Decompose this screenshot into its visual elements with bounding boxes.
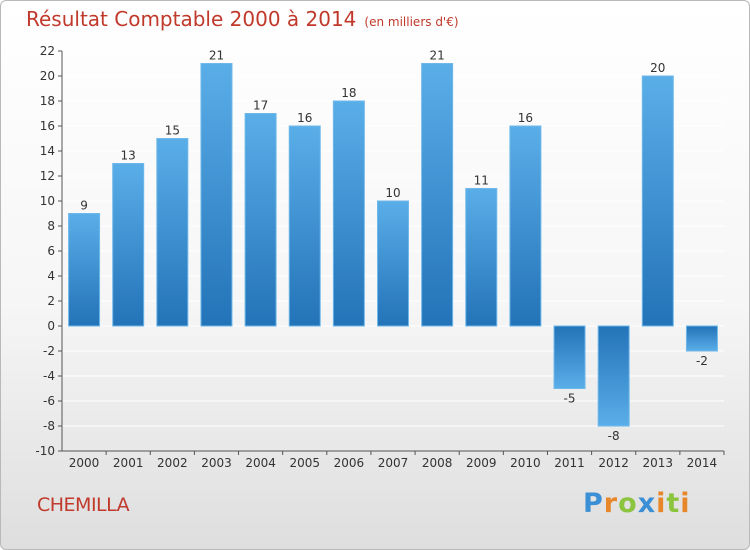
data-label: -8: [608, 429, 620, 443]
x-tick-label: 2011: [554, 456, 585, 470]
bar: [377, 200, 409, 327]
bar: [200, 63, 233, 327]
y-tick-label: 14: [40, 144, 55, 158]
bar: [641, 75, 674, 327]
y-tick-label: 6: [47, 244, 55, 258]
data-label: 9: [80, 199, 88, 213]
x-tick-label: 2002: [157, 456, 188, 470]
bar: [112, 163, 145, 327]
data-label: -5: [564, 392, 576, 406]
y-tick-label: 18: [40, 94, 55, 108]
x-tick-label: 2009: [466, 456, 497, 470]
x-tick-label: 2007: [378, 456, 409, 470]
y-tick-label: 16: [40, 119, 55, 133]
chart-title-block: Résultat Comptable 2000 à 2014 (en millie…: [26, 7, 459, 31]
y-tick-label: 22: [40, 44, 55, 58]
x-tick-label: 2010: [510, 456, 541, 470]
x-tick-label: 2003: [201, 456, 232, 470]
logo-letter: i: [656, 488, 667, 519]
logo-letter: i: [680, 488, 691, 519]
logo-letter: x: [637, 488, 657, 519]
y-tick-label: 10: [40, 194, 55, 208]
x-tick-label: 2012: [598, 456, 629, 470]
x-tick-label: 2014: [687, 456, 718, 470]
city-name: CHEMILLA: [37, 494, 130, 516]
y-tick-label: -8: [43, 419, 55, 433]
x-tick-label: 2004: [245, 456, 276, 470]
bar: [597, 325, 630, 427]
y-tick-label: -10: [35, 444, 55, 458]
x-tick-label: 2001: [113, 456, 144, 470]
y-tick-label: -6: [43, 394, 55, 408]
x-tick-label: 2006: [334, 456, 365, 470]
data-label: 21: [429, 49, 444, 63]
logo-letter: o: [618, 488, 638, 519]
y-tick-label: -4: [43, 369, 55, 383]
data-label: 16: [518, 111, 533, 125]
bar: [465, 188, 498, 327]
bar: [68, 213, 101, 327]
proxiti-logo: Proxiti: [583, 488, 691, 519]
data-label: 11: [474, 174, 489, 188]
y-tick-label: 0: [47, 319, 55, 333]
data-label: 16: [297, 111, 312, 125]
data-label: 10: [385, 186, 400, 200]
bar: [244, 113, 277, 327]
y-tick-label: 2: [47, 294, 55, 308]
bar: [288, 125, 321, 327]
data-label: 13: [121, 149, 136, 163]
x-tick-label: 2008: [422, 456, 453, 470]
bar: [332, 100, 365, 327]
y-tick-label: 20: [40, 69, 55, 83]
data-label: 15: [165, 124, 180, 138]
bar: [156, 138, 189, 327]
data-label: 20: [650, 61, 665, 75]
bar: [421, 63, 454, 327]
bar: [685, 325, 718, 352]
y-tick-label: 4: [47, 269, 55, 283]
x-tick-label: 2005: [289, 456, 320, 470]
logo-letter: r: [603, 488, 619, 519]
bar: [553, 325, 586, 389]
y-tick-label: 12: [40, 169, 55, 183]
chart-title: Résultat Comptable 2000 à 2014: [26, 7, 357, 31]
data-label: 18: [341, 86, 356, 100]
y-tick-label: -2: [43, 344, 55, 358]
logo-letter: t: [666, 488, 681, 519]
data-label: 21: [209, 49, 224, 63]
bar: [509, 125, 542, 327]
x-tick-label: 2000: [69, 456, 100, 470]
x-tick-label: 2013: [643, 456, 674, 470]
y-tick-label: 8: [47, 219, 55, 233]
data-label: 17: [253, 99, 268, 113]
data-label: -2: [696, 354, 708, 368]
logo-letter: P: [583, 488, 604, 519]
chart-subtitle: (en milliers d'€): [364, 15, 459, 29]
